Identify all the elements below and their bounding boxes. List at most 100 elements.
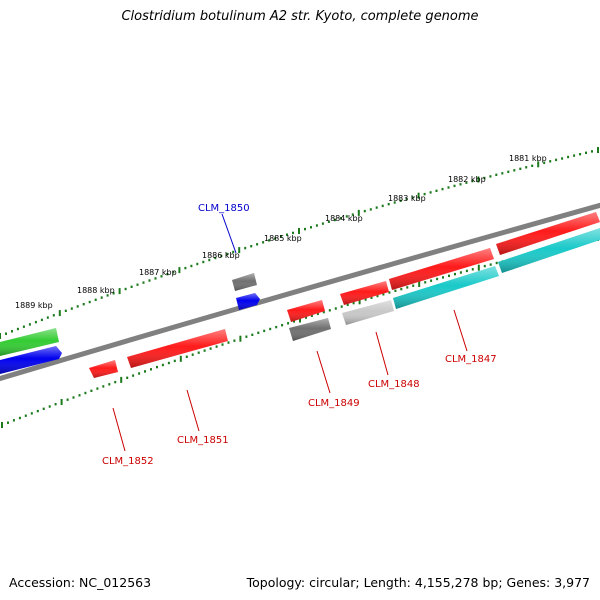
gene-label-clm-1850[interactable]: CLM_1850	[198, 203, 250, 214]
scale-label: 1881 kbp	[509, 154, 547, 163]
minor-tick	[24, 414, 27, 417]
minor-tick	[11, 330, 13, 333]
minor-tick	[399, 199, 402, 202]
major-tick	[1, 422, 3, 428]
minor-tick	[12, 419, 15, 422]
minor-tick	[203, 349, 206, 352]
gene-feature[interactable]	[0, 346, 62, 374]
minor-tick	[82, 303, 85, 306]
minor-tick	[108, 383, 111, 386]
minor-tick	[221, 343, 224, 346]
minor-tick	[154, 277, 157, 280]
minor-tick	[22, 325, 25, 328]
gene-labels: CLM_1850 CLM_1847 CLM_1848 CLM_1849 CLM_…	[102, 203, 497, 467]
major-tick	[597, 147, 599, 153]
minor-tick	[435, 189, 438, 192]
minor-tick	[448, 274, 450, 277]
minor-tick	[471, 179, 474, 183]
minor-tick	[256, 243, 259, 246]
minor-tick	[227, 341, 230, 344]
gene-feature[interactable]	[498, 228, 600, 273]
minor-tick	[150, 368, 152, 371]
minor-tick	[114, 380, 117, 384]
gene-feature[interactable]	[342, 300, 394, 325]
minor-tick	[340, 305, 343, 308]
gene-label-clm-1849[interactable]: CLM_1849	[308, 398, 360, 409]
major-tick	[60, 399, 63, 405]
minor-tick	[489, 175, 492, 178]
minor-tick	[48, 405, 51, 408]
gene-label-clm-1848[interactable]: CLM_1848	[368, 379, 420, 390]
minor-tick	[167, 361, 170, 365]
minor-tick	[156, 365, 158, 369]
minor-tick	[364, 298, 367, 301]
minor-tick	[106, 294, 109, 297]
minor-tick	[573, 154, 576, 157]
major-tick	[58, 310, 61, 317]
minor-tick	[215, 345, 218, 348]
minor-tick	[64, 309, 67, 312]
minor-tick	[280, 235, 283, 238]
gene-feature[interactable]	[340, 281, 389, 305]
minor-tick	[130, 285, 133, 288]
minor-tick	[274, 237, 277, 240]
minor-tick	[185, 355, 188, 358]
minor-tick	[333, 218, 336, 222]
gene-feature[interactable]	[393, 266, 499, 309]
minor-tick	[245, 335, 248, 338]
minor-tick	[310, 314, 313, 317]
minor-tick	[72, 396, 75, 399]
gene-features	[0, 212, 600, 378]
gene-feature[interactable]	[127, 329, 228, 368]
minor-tick	[327, 220, 330, 223]
minor-tick	[579, 153, 582, 156]
scale-labels: 1881 kbp 1883 kbp 1882 kbp 1884 kbp 1885…	[15, 154, 547, 310]
minor-tick	[453, 184, 456, 188]
leader-line	[316, 350, 331, 394]
gene-feature[interactable]	[287, 300, 325, 322]
minor-tick	[144, 370, 146, 373]
minor-tick	[304, 227, 306, 231]
gene-feature[interactable]	[289, 318, 331, 341]
minor-tick	[525, 166, 528, 169]
gene-feature[interactable]	[232, 273, 257, 291]
gene-feature[interactable]	[89, 360, 118, 378]
minor-tick	[136, 283, 139, 286]
major-tick	[238, 247, 241, 254]
minor-tick	[257, 331, 260, 334]
gene-label-clm-1851[interactable]: CLM_1851	[177, 435, 229, 446]
minor-tick	[232, 250, 235, 254]
leader-line	[186, 389, 200, 432]
scale-label: 1885 kbp	[264, 234, 302, 243]
minor-tick	[352, 301, 355, 305]
gene-feature[interactable]	[389, 248, 494, 290]
minor-tick	[345, 215, 348, 218]
major-tick	[299, 316, 301, 323]
minor-tick	[184, 266, 187, 270]
minor-tick	[54, 403, 57, 406]
minor-tick	[412, 284, 415, 287]
gene-feature[interactable]	[496, 212, 600, 255]
minor-tick	[305, 316, 307, 319]
major-tick	[477, 264, 480, 271]
minor-tick	[315, 224, 318, 227]
gene-label-clm-1847[interactable]: CLM_1847	[445, 354, 497, 365]
genome-stats-text: Topology: circular; Length: 4,155,278 bp…	[246, 575, 590, 590]
minor-tick	[376, 294, 379, 298]
minor-tick	[543, 161, 546, 164]
gene-feature[interactable]	[0, 328, 59, 356]
minor-tick	[322, 310, 325, 314]
gene-label-clm-1852[interactable]: CLM_1852	[102, 456, 154, 467]
minor-tick	[209, 347, 212, 350]
minor-tick	[173, 359, 176, 363]
minor-tick	[591, 150, 593, 153]
gene-feature[interactable]	[236, 293, 260, 310]
minor-tick	[191, 353, 194, 356]
minor-tick	[286, 233, 288, 236]
minor-tick	[346, 303, 349, 306]
minor-tick	[30, 412, 33, 415]
minor-tick	[28, 323, 31, 326]
minor-tick	[328, 309, 331, 312]
minor-tick	[16, 327, 19, 331]
